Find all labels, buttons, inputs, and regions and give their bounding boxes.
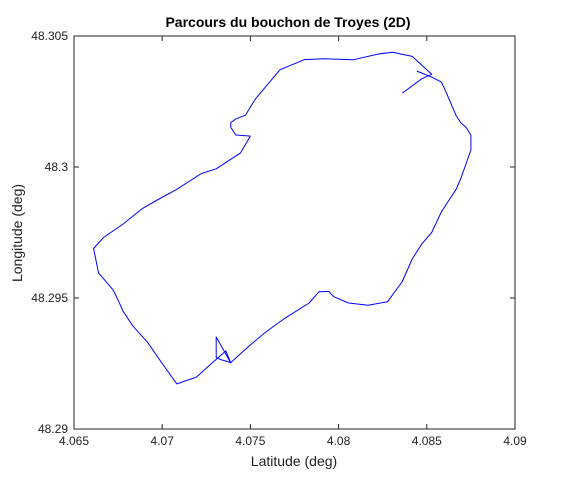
axis-tick-labels: 4.065 4.07 4.075 4.08 4.085 4.09 48.29 48.295 48… (31, 29, 527, 448)
route-line (93, 51, 472, 385)
x-tick-label: 4.08 (327, 434, 351, 448)
y-axis-label: Longitude (deg) (9, 184, 25, 282)
x-tick-label: 4.09 (503, 434, 527, 448)
axis-ticks (73, 35, 516, 430)
y-tick-label: 48.3 (45, 160, 69, 174)
x-tick-label: 4.085 (412, 434, 442, 448)
chart-title: Parcours du bouchon de Troyes (2D) (165, 14, 410, 30)
x-tick-label: 4.07 (151, 434, 175, 448)
x-axis-label: Latitude (deg) (251, 453, 337, 469)
plot-area (73, 35, 516, 430)
y-tick-label: 48.295 (31, 291, 68, 305)
x-tick-label: 4.065 (59, 434, 89, 448)
x-tick-label: 4.075 (235, 434, 265, 448)
y-tick-label: 48.29 (38, 422, 68, 436)
y-tick-label: 48.305 (31, 29, 68, 43)
